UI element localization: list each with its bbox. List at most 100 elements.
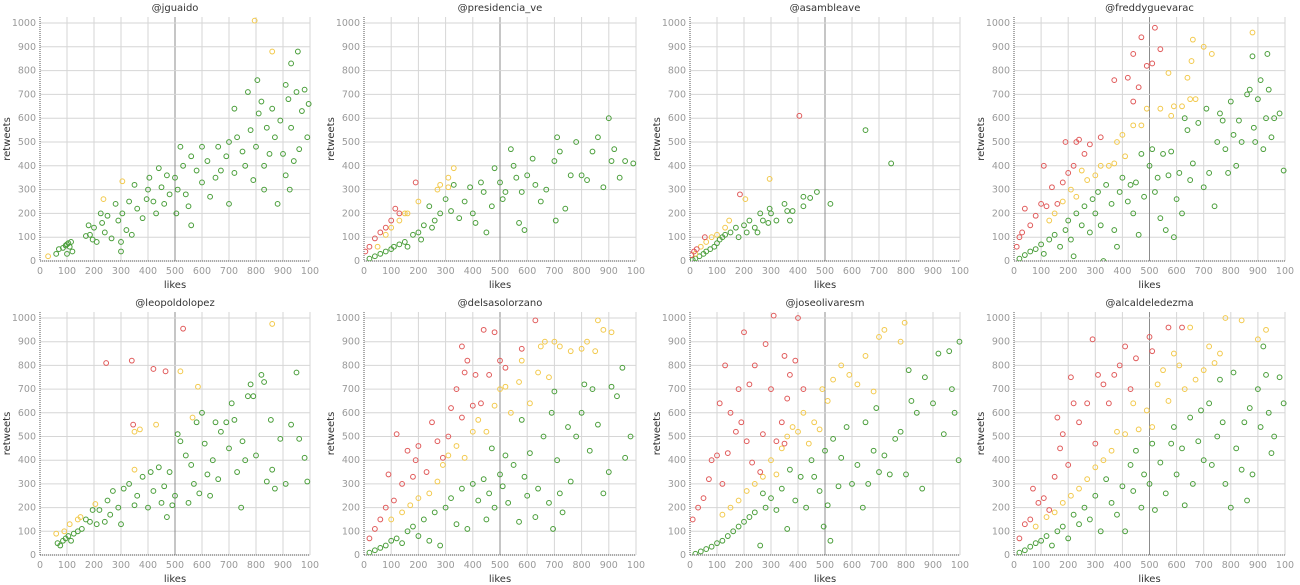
data-point-green: [261, 186, 268, 193]
x-tick-label: 500: [491, 560, 509, 571]
y-tick-label: 0: [1004, 550, 1010, 561]
points-layer: [1016, 315, 1287, 555]
data-point-green: [420, 516, 427, 523]
data-point-yellow: [1165, 398, 1172, 404]
data-point-green: [128, 231, 135, 238]
data-point-red: [792, 357, 799, 364]
data-point-red: [393, 431, 400, 438]
data-point-green: [735, 234, 742, 241]
x-tick-label: 200: [735, 266, 753, 277]
y-tick-label: 200: [992, 503, 1010, 514]
data-point-red: [784, 395, 791, 402]
data-point-green: [146, 174, 153, 181]
data-point-red: [768, 386, 774, 393]
data-point-yellow: [537, 343, 544, 350]
data-point-green: [104, 497, 111, 504]
data-point-red: [150, 366, 157, 372]
data-point-yellow: [1206, 343, 1213, 350]
data-point-green: [1049, 542, 1055, 549]
x-tick-label: 0: [687, 266, 693, 277]
data-point-green: [1187, 414, 1194, 421]
data-point-green: [415, 229, 422, 236]
data-point-green: [792, 497, 799, 504]
data-point-green: [1276, 110, 1283, 117]
data-point-yellow: [1176, 362, 1183, 369]
data-point-yellow: [789, 424, 796, 430]
y-axis-label: retweets: [2, 117, 13, 161]
data-point-green: [1238, 466, 1245, 473]
data-point-green: [1230, 131, 1237, 138]
data-point-green: [180, 162, 187, 169]
data-point-yellow: [722, 224, 728, 231]
data-point-green: [145, 186, 151, 193]
data-point-green: [231, 170, 238, 176]
data-point-green: [1141, 193, 1147, 200]
y-tick-label: 200: [18, 208, 36, 219]
points-layer: [45, 17, 312, 260]
data-point-green: [1097, 222, 1104, 229]
data-point-yellow: [1068, 186, 1074, 193]
data-point-green: [881, 452, 888, 459]
data-point-green: [234, 469, 241, 475]
data-point-green: [431, 509, 438, 516]
data-point-yellow: [45, 253, 51, 260]
y-tick-label: 200: [992, 208, 1010, 219]
data-point-green: [461, 198, 468, 205]
data-point-green: [551, 388, 558, 395]
data-point-green: [282, 481, 289, 487]
data-point-red: [382, 504, 389, 511]
data-point-green: [93, 239, 100, 245]
data-point-green: [622, 158, 629, 164]
data-point-green: [261, 162, 268, 169]
data-point-green: [296, 435, 303, 442]
y-tick-label: 0: [354, 550, 360, 561]
data-point-red: [741, 329, 747, 336]
data-point-red: [1062, 139, 1069, 145]
data-point-red: [762, 341, 769, 347]
data-point-green: [1114, 243, 1120, 250]
data-point-green: [935, 350, 942, 357]
points-layer: [53, 321, 311, 549]
data-point-green: [1068, 236, 1074, 243]
y-tick-label: 1000: [336, 18, 360, 29]
data-point-red: [103, 360, 110, 366]
data-point-red: [1179, 324, 1185, 331]
x-tick-label: 200: [85, 560, 103, 571]
data-point-green: [277, 435, 284, 442]
data-point-red: [423, 469, 430, 475]
data-point-red: [502, 364, 509, 371]
data-point-red: [695, 504, 701, 511]
data-point-yellow: [388, 224, 395, 231]
y-tick-label: 100: [18, 232, 36, 243]
data-point-green: [773, 217, 780, 224]
x-tick-label: 500: [166, 560, 184, 571]
data-point-green: [760, 490, 766, 497]
y-tick-label: 0: [680, 256, 686, 267]
data-point-red: [1070, 400, 1077, 407]
y-tick-label: 100: [992, 232, 1010, 243]
data-point-green: [107, 511, 114, 518]
data-point-green: [1189, 160, 1196, 167]
data-point-red: [1130, 98, 1137, 105]
x-tick-label: 900: [600, 560, 618, 571]
data-point-green: [787, 466, 793, 473]
x-tick-label: 800: [247, 560, 265, 571]
data-point-yellow: [1084, 177, 1091, 183]
data-point-green: [245, 89, 251, 95]
data-point-green: [838, 454, 845, 461]
data-point-green: [277, 117, 284, 124]
data-point-green: [1230, 369, 1237, 376]
data-point-green: [371, 547, 378, 554]
data-point-yellow: [453, 443, 460, 449]
data-point-red: [1038, 200, 1044, 207]
data-point-green: [266, 151, 273, 157]
data-point-green: [708, 543, 715, 550]
x-tick-label: 500: [816, 560, 834, 571]
data-point-red: [385, 471, 392, 478]
data-point-green: [87, 231, 93, 238]
data-point-red: [445, 433, 452, 440]
data-point-yellow: [437, 181, 444, 188]
data-point-green: [448, 208, 454, 214]
data-point-green: [529, 155, 536, 162]
data-point-green: [1038, 241, 1044, 248]
